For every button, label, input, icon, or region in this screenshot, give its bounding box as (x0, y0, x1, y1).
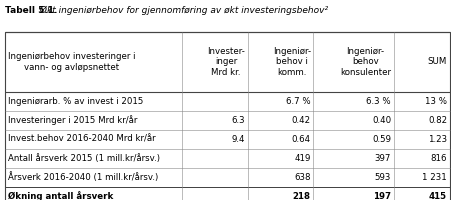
Text: Antall årsverk 2015 (1 mill.kr/årsv.): Antall årsverk 2015 (1 mill.kr/årsv.) (8, 154, 160, 163)
Text: Økning antall årsverk: Økning antall årsverk (8, 192, 113, 200)
Text: 1 231: 1 231 (421, 173, 446, 182)
Text: SUM: SUM (427, 58, 446, 66)
Text: 593: 593 (374, 173, 390, 182)
Text: 13 %: 13 % (424, 97, 446, 106)
Text: Investeringer i 2015 Mrd kr/år: Investeringer i 2015 Mrd kr/år (8, 116, 137, 125)
Text: Ingeniør-
behov i
komm.: Ingeniør- behov i komm. (272, 47, 310, 77)
Text: Ingeniørbehov investeringer i
vann- og avløpsnettet: Ingeniørbehov investeringer i vann- og a… (8, 52, 135, 72)
Text: 6.3: 6.3 (231, 116, 244, 125)
Text: 415: 415 (428, 192, 446, 200)
Text: Tabell 5.1.: Tabell 5.1. (5, 6, 57, 15)
Text: Ingeniørarb. % av invest i 2015: Ingeniørarb. % av invest i 2015 (8, 97, 143, 106)
Text: 0.42: 0.42 (291, 116, 310, 125)
Text: 0.64: 0.64 (291, 135, 310, 144)
Text: 1.23: 1.23 (427, 135, 446, 144)
Text: 9.4: 9.4 (231, 135, 244, 144)
Text: 638: 638 (294, 173, 310, 182)
Text: 397: 397 (374, 154, 390, 163)
Text: Økt ingeniørbehov for gjennomføring av økt investeringsbehov²: Økt ingeniørbehov for gjennomføring av ø… (37, 6, 327, 15)
Text: 419: 419 (294, 154, 310, 163)
Text: 0.40: 0.40 (371, 116, 390, 125)
Text: Årsverk 2016-2040 (1 mill.kr/årsv.): Årsverk 2016-2040 (1 mill.kr/årsv.) (8, 173, 158, 182)
Text: Invest.behov 2016-2040 Mrd kr/år: Invest.behov 2016-2040 Mrd kr/år (8, 135, 156, 144)
Text: 816: 816 (429, 154, 446, 163)
Text: 6.3 %: 6.3 % (366, 97, 390, 106)
Text: 0.82: 0.82 (427, 116, 446, 125)
Text: Ingeniør-
behov
konsulenter: Ingeniør- behov konsulenter (339, 47, 390, 77)
Text: 0.59: 0.59 (371, 135, 390, 144)
Text: 218: 218 (292, 192, 310, 200)
Text: 197: 197 (372, 192, 390, 200)
Text: 6.7 %: 6.7 % (285, 97, 310, 106)
Text: Invester-
inger
Mrd kr.: Invester- inger Mrd kr. (207, 47, 244, 77)
